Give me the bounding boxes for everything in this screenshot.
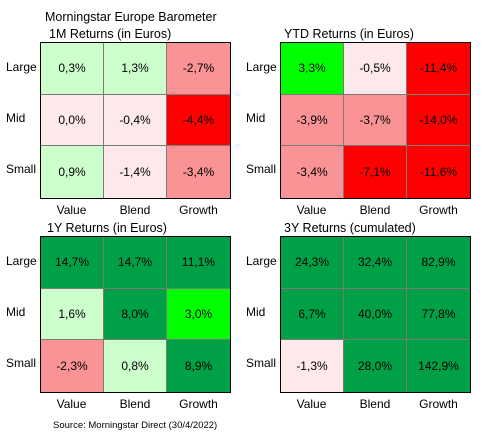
column-label: Growth [419,203,458,217]
heatmap-cell: -3,7% [344,94,407,147]
heatmap-cell: 14,7% [104,237,167,289]
heatmap-cell: -1,4% [104,146,167,198]
heatmap-cell: -2,7% [167,43,230,95]
heatmap-cell: 6,7% [281,288,344,341]
column-label: Blend [359,397,391,411]
heatmap-cell: -3,9% [281,94,344,147]
column-label: Blend [119,203,151,217]
heatmap-3y: 24,3% 32,4% 82,9% 6,7% 40,0% 77,8% -1,3% 28,0% 1… [280,236,471,393]
heatmap-cell: 3,3% [281,43,344,95]
heatmap-cell: 82,9% [407,237,470,289]
heatmap-cell: 0,8% [104,340,167,392]
row-label: Mid [6,305,26,319]
heatmap-cell: 40,0% [344,288,407,341]
panel-title-3y: 3Y Returns (cumulated) [284,221,416,235]
heatmap-cell: -11,4% [407,43,470,95]
panel-title-1m: 1M Returns (in Euros) [49,27,172,41]
heatmap-cell: -4,4% [167,94,230,147]
row-label: Small [6,162,37,176]
heatmap-1m: 0,3% 1,3% -2,7% 0,0% -0,4% -4,4% 0,9% -1,4% -3,4… [40,42,231,199]
heatmap-ytd: 3,3% -0,5% -11,4% -3,9% -3,7% -14,0% -3,4% -7,1… [280,42,471,199]
heatmap-cell: -3,4% [167,146,230,198]
column-label: Growth [179,397,218,411]
row-label: Large [246,60,277,74]
row-label: Large [246,254,277,268]
heatmap-cell: -3,4% [281,146,344,198]
heatmap-cell: 32,4% [344,237,407,289]
heatmap-cell: 24,3% [281,237,344,289]
panel-title-ytd: YTD Returns (in Euros) [284,27,414,41]
heatmap-cell: 0,9% [41,146,104,198]
row-label: Mid [246,305,266,319]
heatmap-cell: 3,0% [167,288,230,341]
heatmap-cell: 1,6% [41,288,104,341]
row-label: Small [246,162,277,176]
heatmap-cell: -0,4% [104,94,167,147]
heatmap-cell: 77,8% [407,288,470,341]
row-label: Large [6,60,37,74]
heatmap-cell: 28,0% [344,340,407,392]
column-label: Value [296,203,327,217]
heatmap-cell: 0,3% [41,43,104,95]
row-label: Small [246,356,277,370]
column-label: Value [296,397,327,411]
column-label: Growth [179,203,218,217]
source-note: Source: Morningstar Direct (30/4/2022) [53,420,218,431]
heatmap-cell: 0,0% [41,94,104,147]
column-label: Value [56,397,87,411]
heatmap-cell: -1,3% [281,340,344,392]
heatmap-cell: 1,3% [104,43,167,95]
column-label: Growth [419,397,458,411]
heatmap-cell: 8,9% [167,340,230,392]
row-label: Small [6,356,37,370]
barometer-title: Morningstar Europe Barometer [45,10,217,24]
heatmap-1y: 14,7% 14,7% 11,1% 1,6% 8,0% 3,0% -2,3% 0,8% 8,9% [40,236,231,393]
heatmap-cell: 14,7% [41,237,104,289]
panel-title-1y: 1Y Returns (in Euros) [47,221,167,235]
column-label: Value [56,203,87,217]
heatmap-cell: -7,1% [344,146,407,198]
heatmap-cell: 142,9% [407,340,470,392]
row-label: Large [6,254,37,268]
column-label: Blend [359,203,391,217]
heatmap-cell: -14,0% [407,94,470,147]
heatmap-cell: -0,5% [344,43,407,95]
row-label: Mid [246,111,266,125]
heatmap-cell: 11,1% [167,237,230,289]
row-label: Mid [6,111,26,125]
heatmap-cell: -2,3% [41,340,104,392]
heatmap-cell: 8,0% [104,288,167,341]
column-label: Blend [119,397,151,411]
heatmap-cell: -11,6% [407,146,470,198]
